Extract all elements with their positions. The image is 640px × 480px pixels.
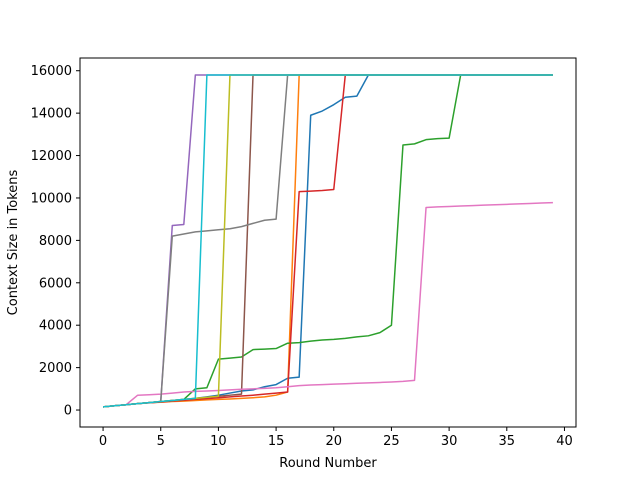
x-tick-label: 25 <box>383 434 400 449</box>
x-tick-label: 10 <box>210 434 227 449</box>
x-tick-label: 0 <box>99 434 107 449</box>
series-line-5 <box>103 74 553 408</box>
x-tick-label: 15 <box>268 434 285 449</box>
series-layer <box>103 74 553 408</box>
y-tick-label: 10000 <box>31 191 72 206</box>
y-tick-label: 0 <box>64 404 72 419</box>
y-axis: 0 2000 4000 6000 8000 10000 12000 14000 16000 <box>31 64 80 419</box>
plot-frame <box>79 57 577 428</box>
y-tick-label: 4000 <box>39 319 72 334</box>
y-tick-label: 8000 <box>39 234 72 249</box>
x-axis-label: Round Number <box>279 456 377 471</box>
series-line-10 <box>103 74 553 408</box>
y-tick-label: 12000 <box>31 149 72 164</box>
x-tick-label: 35 <box>499 434 516 449</box>
series-line-7 <box>103 201 553 408</box>
y-tick-label: 2000 <box>39 361 72 376</box>
x-tick-label: 30 <box>441 434 458 449</box>
y-tick-label: 16000 <box>31 64 72 79</box>
x-tick-label: 20 <box>325 434 342 449</box>
x-tick-label: 40 <box>556 434 573 449</box>
y-axis-label: Context Size in Tokens <box>6 169 21 315</box>
y-tick-label: 6000 <box>39 276 72 291</box>
x-tick-label: 5 <box>157 434 165 449</box>
x-axis: 0 5 10 15 20 25 30 35 40 <box>99 427 573 449</box>
y-tick-label: 14000 <box>31 107 72 122</box>
